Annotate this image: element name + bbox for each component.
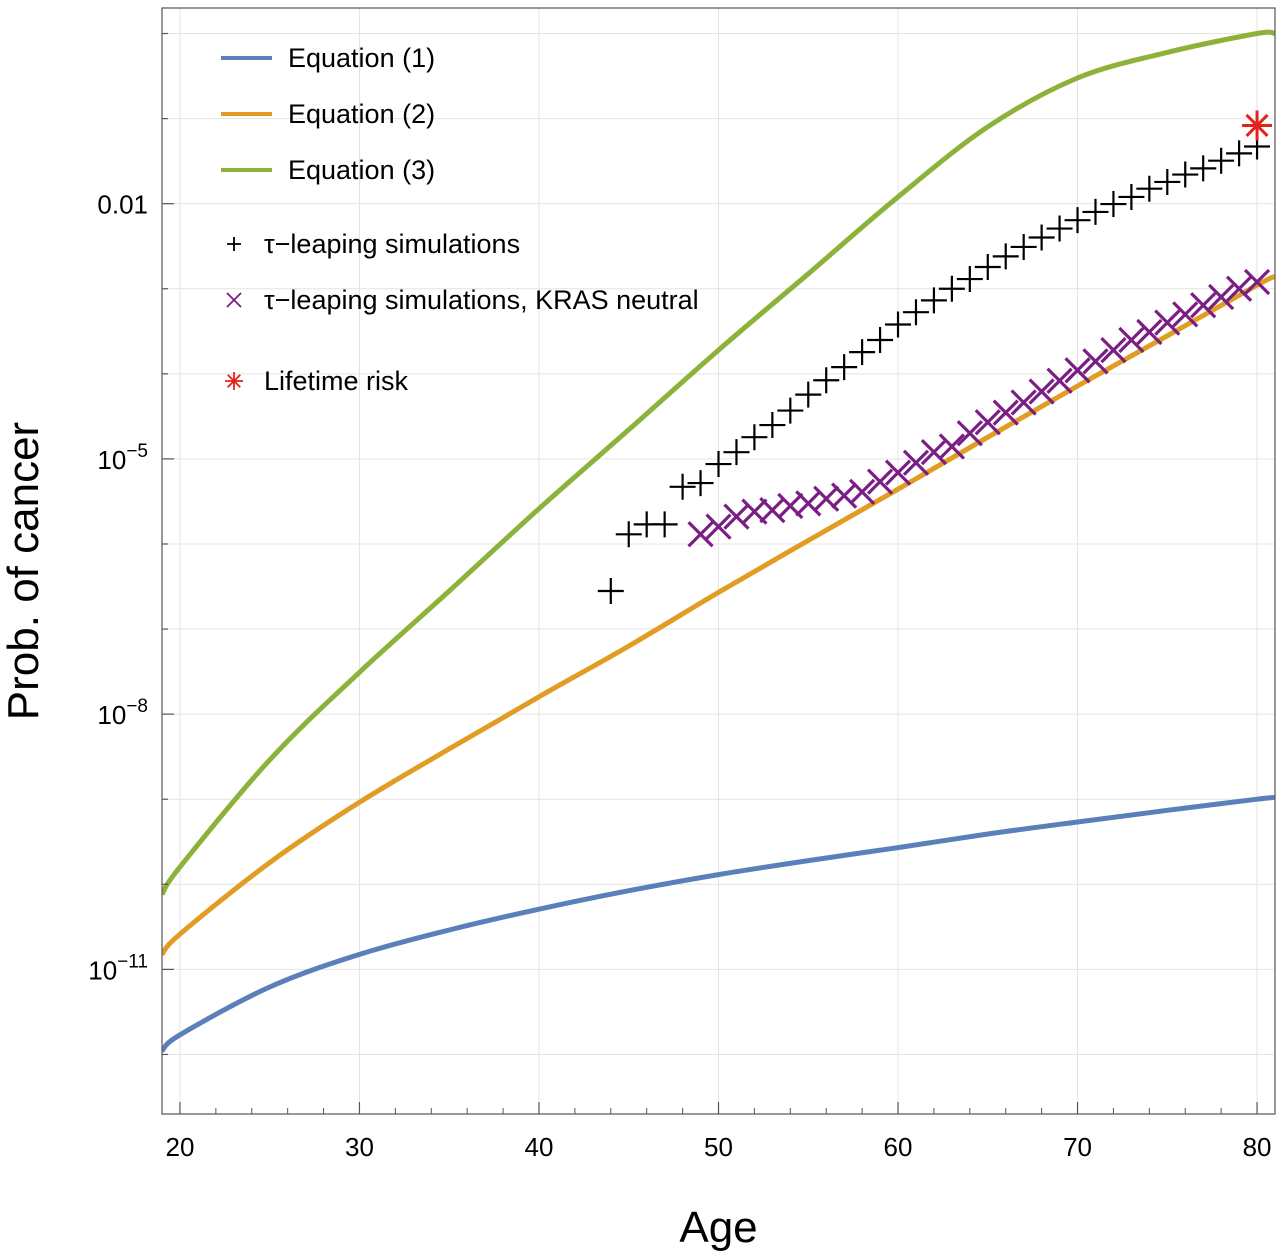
- kras-neutral-point: [848, 478, 876, 505]
- simulation-point: [1118, 183, 1145, 210]
- y-tick-label: 10−11: [88, 951, 148, 985]
- simulation-point: [615, 521, 642, 548]
- kras-neutral-point: [902, 449, 930, 476]
- kras-neutral-point: [1225, 275, 1253, 302]
- simulation-point: [669, 473, 696, 500]
- simulation-point: [1190, 155, 1217, 182]
- simulation-point: [1136, 175, 1163, 202]
- x-tick-label: 80: [1243, 1132, 1272, 1162]
- kras-neutral-point: [831, 482, 858, 509]
- kras-neutral-point: [956, 420, 983, 447]
- kras-neutral-point: [866, 468, 894, 495]
- grid-lines: [162, 8, 1275, 1114]
- kras-neutral-point: [884, 459, 912, 486]
- series-markers: [597, 110, 1273, 605]
- simulation-point: [1046, 215, 1073, 242]
- simulation-point: [741, 424, 768, 451]
- legend-label: τ−leaping simulations: [264, 229, 520, 259]
- simulation-point: [849, 339, 876, 366]
- kras-neutral-point: [687, 521, 714, 548]
- legend-label: Equation (2): [288, 99, 435, 129]
- kras-neutral-point: [992, 399, 1019, 426]
- kras-neutral-point: [1064, 357, 1091, 384]
- kras-neutral-point: [1154, 309, 1181, 336]
- x-tick-label: 70: [1063, 1132, 1092, 1162]
- kras-neutral-point: [1046, 367, 1073, 394]
- simulation-point: [1100, 191, 1127, 218]
- simulation-point: [1154, 168, 1181, 195]
- simulation-point: [974, 254, 1001, 281]
- kras-neutral-point: [1118, 326, 1145, 354]
- simulation-point: [831, 354, 858, 381]
- simulation-point: [687, 470, 714, 497]
- legend-swatch-marker: [225, 372, 243, 390]
- y-tick-label: 10−8: [97, 696, 148, 730]
- simulation-point: [1064, 207, 1091, 234]
- kras-neutral-point: [974, 409, 1001, 436]
- y-tick-label: 10−5: [97, 441, 148, 475]
- simulation-point: [777, 397, 804, 424]
- legend-label: Equation (1): [288, 43, 435, 73]
- kras-neutral-point: [759, 496, 786, 524]
- x-axis-title: Age: [679, 1203, 757, 1252]
- simulation-point: [795, 381, 822, 408]
- legend-swatch-marker: [227, 237, 241, 251]
- kras-neutral-point: [1190, 292, 1217, 319]
- axes: 20 30 40 50 60 70 80 10−11 10−8 10−5 0.01: [88, 7, 1276, 1162]
- x-tick-label: 50: [704, 1132, 733, 1162]
- legend: Equation (1) Equation (2) Equation (3) τ−le…: [221, 43, 699, 396]
- kras-neutral-point: [795, 490, 822, 517]
- legend-label: Equation (3): [288, 155, 435, 185]
- simulation-point: [867, 326, 894, 353]
- simulation-point: [597, 578, 624, 605]
- simulation-point: [938, 275, 965, 302]
- simulation-point: [885, 311, 912, 338]
- kras-neutral-point: [1082, 348, 1109, 375]
- kras-neutral-point: [1010, 389, 1037, 416]
- simulation-point: [1226, 140, 1253, 167]
- y-axis-title: Prob. of cancer: [0, 422, 48, 720]
- simulation-point: [759, 412, 786, 439]
- x-tick-label: 30: [345, 1132, 374, 1162]
- legend-label: Lifetime risk: [264, 366, 409, 396]
- series-line-equation-3: [162, 29, 1275, 896]
- simulation-point: [956, 266, 983, 293]
- simulation-point: [1172, 161, 1199, 188]
- simulation-point: [992, 243, 1019, 270]
- kras-neutral-point: [1100, 336, 1127, 364]
- kras-neutral-point: [705, 513, 732, 540]
- kras-neutral-point: [1028, 378, 1055, 405]
- kras-neutral-point: [723, 503, 750, 530]
- kras-neutral-point: [938, 433, 966, 460]
- lifetime-risk-point: [1242, 110, 1273, 141]
- kras-neutral-point: [920, 439, 948, 466]
- simulation-point: [1082, 198, 1109, 225]
- simulation-point: [1028, 224, 1055, 251]
- simulation-point: [902, 299, 929, 326]
- kras-neutral-point: [1208, 283, 1235, 311]
- simulation-point: [651, 511, 678, 538]
- simulation-point: [920, 287, 947, 314]
- simulation-point: [705, 451, 732, 478]
- kras-neutral-point: [1172, 301, 1199, 328]
- legend-swatch-marker: [226, 292, 242, 308]
- x-tick-label: 60: [884, 1132, 913, 1162]
- y-tick-label: 0.01: [97, 190, 148, 220]
- x-tick-label: 40: [525, 1132, 554, 1162]
- kras-neutral-point: [1136, 318, 1163, 346]
- simulation-point: [813, 367, 840, 394]
- simulation-point: [1010, 233, 1037, 260]
- kras-neutral-point: [1243, 268, 1271, 296]
- x-tick-label: 20: [165, 1132, 194, 1162]
- simulation-point: [723, 439, 750, 466]
- simulation-point: [1208, 147, 1235, 174]
- series-line-equation-1: [162, 794, 1275, 1053]
- legend-label: τ−leaping simulations, KRAS neutral: [264, 285, 699, 315]
